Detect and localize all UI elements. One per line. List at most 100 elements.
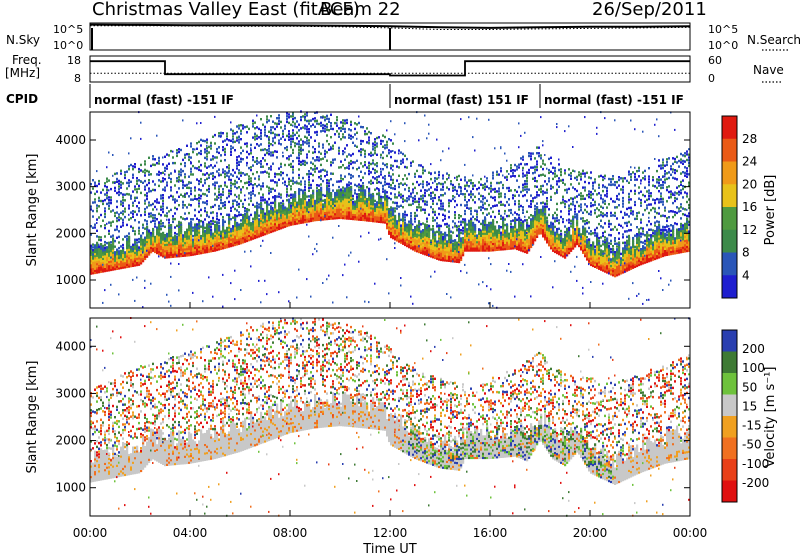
- heatmap-cell: [500, 233, 503, 236]
- heatmap-cell: [150, 244, 153, 247]
- heatmap-cell: [356, 205, 359, 208]
- heatmap-cell: [310, 204, 313, 208]
- heatmap-cell: [298, 153, 300, 156]
- heatmap-cell: [350, 202, 353, 206]
- heatmap-cell: [380, 199, 383, 203]
- heatmap-cell: [438, 176, 440, 179]
- heatmap-cell: [110, 201, 112, 205]
- heatmap-cell: [470, 244, 473, 248]
- heatmap-cell: [210, 158, 212, 161]
- heatmap-cell: [360, 184, 363, 188]
- heatmap-cell: [330, 206, 333, 210]
- heatmap-cell: [176, 177, 178, 180]
- heatmap-cell: [140, 255, 143, 259]
- heatmap-cell: [148, 244, 151, 248]
- heatmap-cell: [222, 132, 224, 135]
- heatmap-cell: [448, 246, 451, 250]
- heatmap-cell: [272, 140, 274, 143]
- heatmap-cell: [508, 232, 511, 236]
- heatmap-cell: [340, 177, 342, 180]
- heatmap-cell: [180, 231, 183, 235]
- heatmap-cell: [260, 232, 263, 235]
- heatmap-cell: [134, 255, 137, 259]
- heatmap-cell: [180, 223, 183, 226]
- heatmap-cell: [504, 237, 507, 240]
- heatmap-cell: [178, 263, 180, 265]
- heatmap-cell: [216, 215, 218, 218]
- heatmap-cell: [128, 244, 131, 247]
- heatmap-cell: [180, 216, 182, 219]
- heatmap-cell: [190, 228, 193, 231]
- heatmap-cell: [404, 188, 406, 191]
- heatmap-cell: [306, 125, 308, 128]
- heatmap-cell: [252, 136, 254, 139]
- heatmap-cell: [106, 262, 109, 266]
- heatmap-cell: [440, 159, 442, 162]
- heatmap-cell: [358, 121, 360, 125]
- heatmap-cell: [322, 116, 324, 119]
- heatmap-cell: [402, 233, 405, 237]
- heatmap-cell: [358, 195, 361, 198]
- heatmap-cell: [292, 137, 294, 140]
- heatmap-cell: [368, 206, 371, 210]
- heatmap-cell: [106, 267, 109, 270]
- heatmap-cell: [340, 203, 343, 207]
- heatmap-cell: [418, 164, 420, 167]
- heatmap-cell: [304, 218, 307, 222]
- heatmap-cell: [506, 232, 509, 236]
- heatmap-cell: [138, 250, 141, 254]
- heatmap-cell: [198, 205, 200, 208]
- heatmap-cell: [300, 219, 303, 222]
- heatmap-cell: [424, 203, 426, 206]
- heatmap-cell: [492, 223, 495, 227]
- heatmap-cell: [280, 216, 283, 219]
- heatmap-cell: [444, 217, 446, 220]
- heatmap-cell: [434, 219, 436, 222]
- heatmap-cell: [274, 214, 277, 217]
- heatmap-cell: [148, 253, 151, 256]
- heatmap-cell: [360, 210, 363, 213]
- heatmap-cell: [470, 232, 473, 235]
- heatmap-cell: [262, 223, 265, 226]
- heatmap-cell: [184, 231, 187, 234]
- heatmap-cell: [408, 224, 411, 228]
- heatmap-cell: [166, 212, 168, 215]
- heatmap-cell: [116, 200, 118, 203]
- heatmap-cell: [122, 201, 124, 205]
- heatmap-cell: [234, 228, 237, 232]
- heatmap-cell: [264, 215, 267, 219]
- heatmap-cell: [326, 139, 328, 143]
- heatmap-cell: [506, 226, 509, 230]
- heatmap-cell: [360, 153, 362, 157]
- heatmap-cell: [302, 126, 304, 129]
- heatmap-cell: [258, 222, 261, 225]
- heatmap-cell: [122, 249, 125, 252]
- heatmap-cell: [260, 132, 262, 135]
- heatmap-cell: [332, 127, 334, 131]
- heatmap-cell: [336, 118, 338, 122]
- heatmap-cell: [344, 206, 347, 209]
- heatmap-cell: [210, 141, 212, 145]
- heatmap-cell: [214, 184, 216, 187]
- heatmap-cell: [306, 223, 308, 226]
- heatmap-cell: [240, 241, 243, 245]
- heatmap-cell: [138, 201, 140, 204]
- heatmap-cell: [186, 239, 189, 242]
- heatmap-cell: [104, 263, 107, 266]
- heatmap-cell: [122, 266, 125, 269]
- heatmap-cell: [160, 172, 162, 175]
- heatmap-cell: [186, 217, 188, 220]
- heatmap-cell: [506, 159, 508, 162]
- heatmap-cell: [134, 185, 136, 188]
- heatmap-cell: [330, 202, 333, 206]
- heatmap-cell: [130, 256, 133, 259]
- heatmap-cell: [234, 226, 237, 230]
- heatmap-cell: [398, 219, 401, 222]
- heatmap-cell: [264, 131, 266, 134]
- heatmap-cell: [162, 231, 165, 235]
- heatmap-cell: [382, 156, 384, 160]
- heatmap-cell: [386, 143, 388, 146]
- heatmap-cell: [104, 269, 107, 273]
- heatmap-cell: [378, 180, 380, 184]
- heatmap-cell: [166, 206, 168, 209]
